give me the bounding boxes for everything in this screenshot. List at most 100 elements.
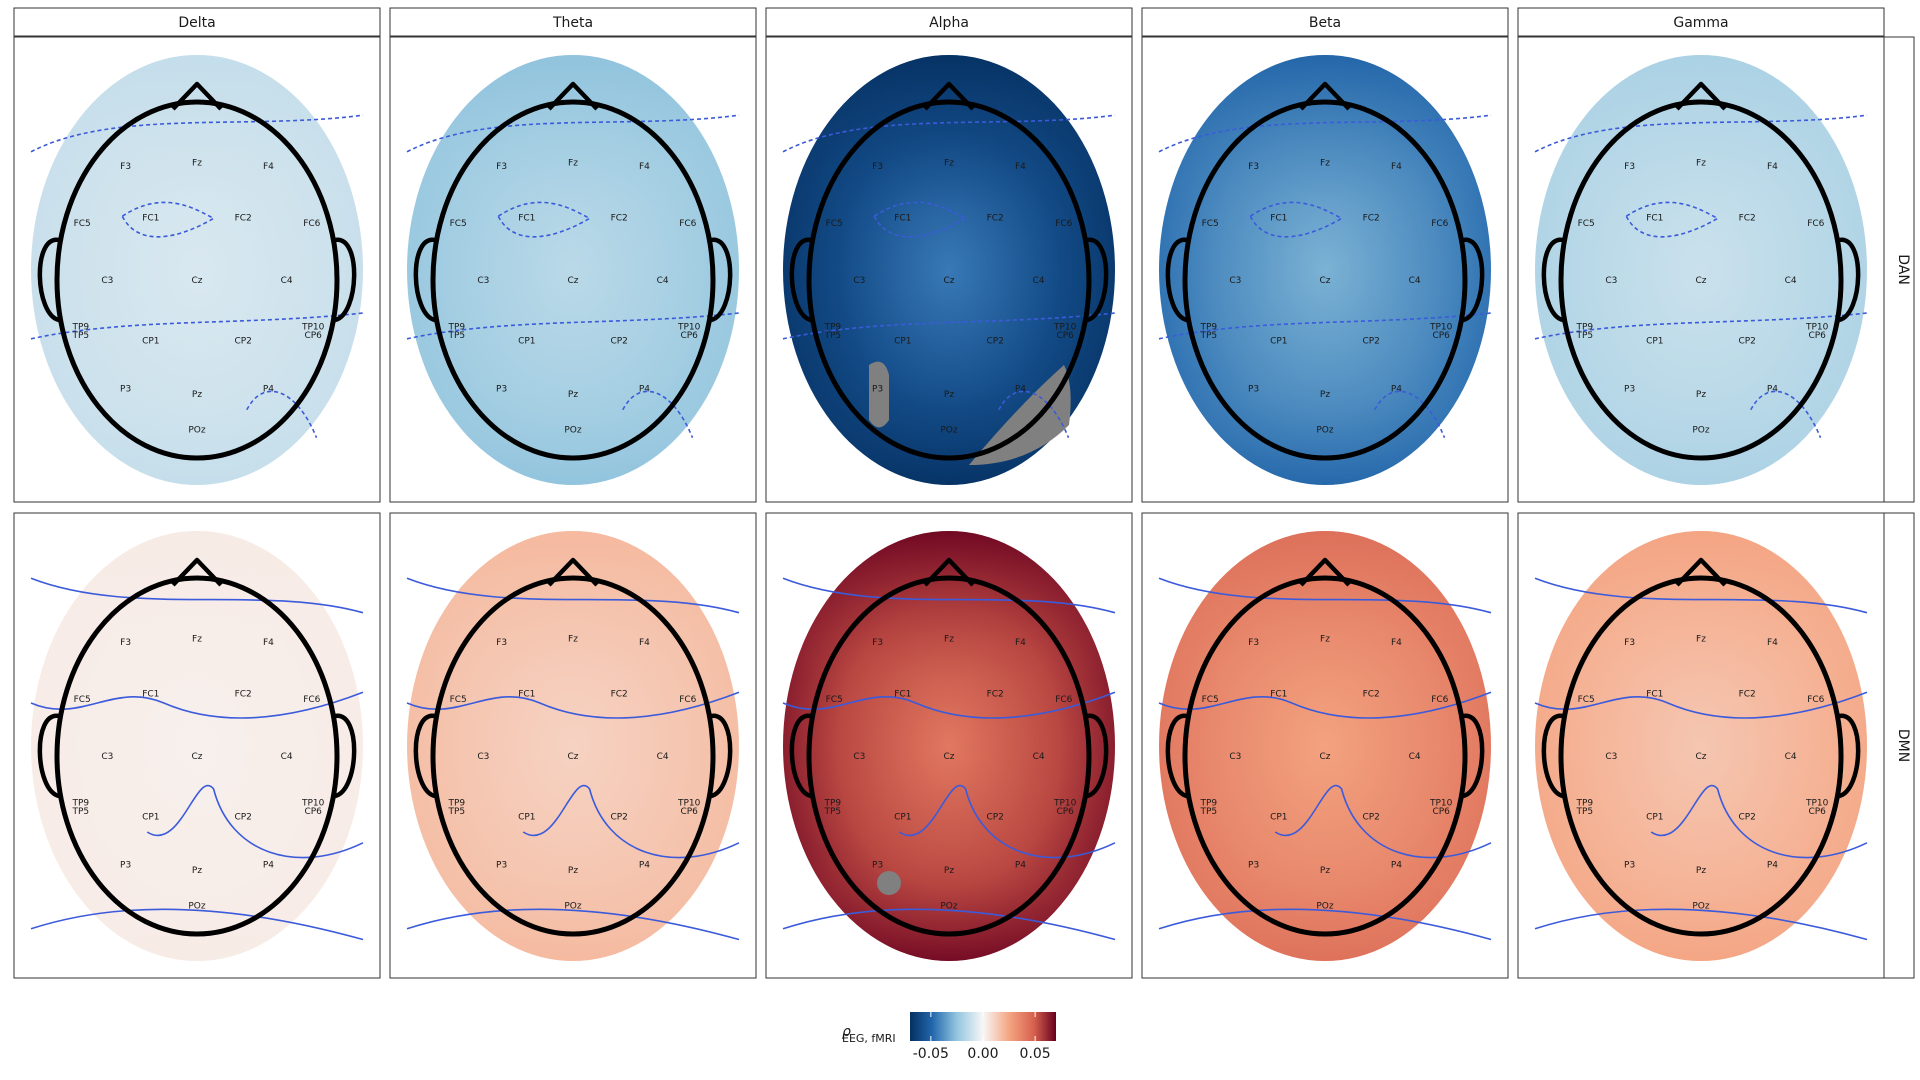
electrode-cp2: CP2: [986, 337, 1003, 347]
strip-dmn: DMN: [1883, 512, 1915, 979]
electrode-tp9: TP9: [823, 322, 841, 332]
electrode-p3: P3: [1248, 861, 1259, 871]
electrode-cp6: CP6: [304, 807, 322, 817]
electrode-p4: P4: [1015, 861, 1026, 871]
electrode-f4: F4: [1391, 638, 1402, 648]
electrode-tp10: TP10: [1053, 322, 1077, 332]
electrode-tp10: TP10: [301, 798, 325, 808]
left-ear: [1541, 237, 1564, 323]
electrode-poz: POz: [564, 426, 582, 436]
electrode-fc1: FC1: [1646, 214, 1663, 224]
electrode-f4: F4: [1767, 162, 1778, 172]
electrode-fc6: FC6: [303, 219, 320, 229]
masked-region: [969, 365, 1071, 465]
left-ear: [789, 713, 812, 799]
electrode-p3: P3: [1248, 385, 1259, 395]
electrode-pz: Pz: [192, 866, 202, 876]
electrode-poz: POz: [1692, 902, 1710, 912]
electrode-f3: F3: [120, 162, 131, 172]
strip-gamma: Gamma: [1517, 7, 1885, 37]
electrode-cp2: CP2: [610, 813, 627, 823]
electrode-fc1: FC1: [1270, 690, 1287, 700]
electrode-cp2: CP2: [986, 813, 1003, 823]
electrode-pz: Pz: [192, 390, 202, 400]
field-shading: [1159, 531, 1491, 961]
electrode-fc2: FC2: [987, 214, 1004, 224]
electrode-fc2: FC2: [1739, 214, 1756, 224]
electrode-fc5: FC5: [1202, 219, 1219, 229]
electrode-p4: P4: [1767, 861, 1778, 871]
nose-marker: [923, 557, 975, 587]
electrode-fc6: FC6: [303, 695, 320, 705]
electrode-tp10: TP10: [1805, 322, 1829, 332]
contour-line: [30, 577, 364, 614]
electrode-cp1: CP1: [142, 337, 159, 347]
electrode-fz: Fz: [1320, 635, 1330, 645]
electrode-fc5: FC5: [1578, 695, 1595, 705]
colorbar-tick-label: -0.05: [913, 1046, 949, 1062]
electrode-cz: Cz: [1319, 752, 1330, 762]
electrode-poz: POz: [940, 426, 958, 436]
nose-marker: [1299, 557, 1351, 587]
contour-line: [406, 577, 740, 614]
electrode-cp1: CP1: [142, 813, 159, 823]
electrode-c3: C3: [1605, 276, 1617, 286]
electrode-tp5: TP5: [1199, 331, 1217, 341]
contour-line: [1534, 691, 1868, 719]
electrode-pz: Pz: [1696, 866, 1706, 876]
electrode-tp10: TP10: [677, 798, 701, 808]
contour-line: [1374, 390, 1446, 438]
right-ear: [334, 713, 357, 799]
contour-line: [622, 390, 694, 438]
electrode-f4: F4: [1767, 638, 1778, 648]
electrode-c3: C3: [1605, 752, 1617, 762]
legend-title: ρ: [842, 1024, 851, 1040]
colorbar-tick-label: 0.05: [1020, 1046, 1051, 1062]
electrode-fc5: FC5: [1578, 219, 1595, 229]
electrode-cp6: CP6: [680, 807, 698, 817]
electrode-fz: Fz: [1696, 635, 1706, 645]
electrode-c4: C4: [1033, 276, 1045, 286]
electrode-cp2: CP2: [234, 813, 251, 823]
contour-line: [246, 390, 318, 438]
masked-region: [869, 361, 889, 428]
electrode-fz: Fz: [568, 635, 578, 645]
electrode-f3: F3: [1248, 638, 1259, 648]
electrode-p4: P4: [1015, 385, 1026, 395]
electrode-tp10: TP10: [677, 322, 701, 332]
head-outline: [789, 81, 1109, 461]
field-shading: [407, 531, 739, 961]
electrode-fc2: FC2: [235, 214, 252, 224]
electrode-p3: P3: [872, 385, 883, 395]
electrode-cp6: CP6: [1432, 807, 1450, 817]
electrode-tp9: TP9: [1199, 798, 1217, 808]
electrode-tp5: TP5: [823, 331, 841, 341]
electrode-c4: C4: [1785, 276, 1797, 286]
electrode-pz: Pz: [944, 866, 954, 876]
electrode-tp5: TP5: [823, 807, 841, 817]
electrode-f3: F3: [496, 638, 507, 648]
contour-line: [898, 785, 1116, 859]
electrode-cp2: CP2: [610, 337, 627, 347]
electrode-tp5: TP5: [71, 807, 89, 817]
electrode-f3: F3: [872, 638, 883, 648]
right-ear: [1086, 713, 1109, 799]
electrode-p4: P4: [1767, 385, 1778, 395]
strip-theta: Theta: [389, 7, 757, 37]
electrode-cz: Cz: [191, 752, 202, 762]
electrode-fc2: FC2: [611, 690, 628, 700]
contour-line: [782, 312, 1116, 340]
electrode-f3: F3: [1248, 162, 1259, 172]
head-outline: [1165, 557, 1485, 937]
right-ear: [1086, 237, 1109, 323]
electrode-cz: Cz: [943, 276, 954, 286]
nose-marker: [1299, 81, 1351, 111]
field-shading: [1535, 531, 1867, 961]
strip-dan: DAN: [1883, 36, 1915, 503]
